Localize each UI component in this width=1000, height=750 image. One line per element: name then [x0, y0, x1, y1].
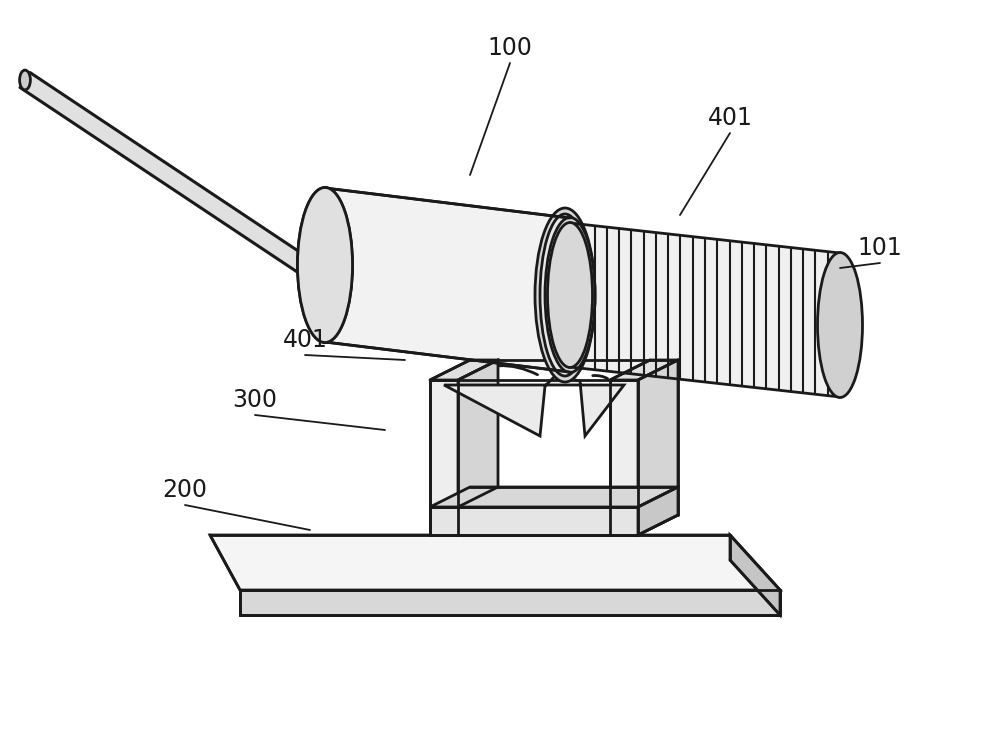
Polygon shape: [325, 188, 570, 372]
Ellipse shape: [298, 188, 352, 343]
Polygon shape: [210, 535, 780, 590]
Ellipse shape: [818, 253, 862, 398]
Polygon shape: [730, 535, 780, 615]
Polygon shape: [458, 360, 498, 535]
Ellipse shape: [298, 188, 352, 343]
Ellipse shape: [545, 217, 595, 373]
Polygon shape: [430, 487, 678, 507]
Polygon shape: [444, 376, 624, 436]
Ellipse shape: [535, 208, 595, 382]
Text: 401: 401: [283, 328, 327, 352]
Ellipse shape: [548, 223, 592, 368]
Polygon shape: [638, 360, 678, 535]
Polygon shape: [430, 380, 458, 535]
Text: 200: 200: [162, 478, 208, 502]
Polygon shape: [20, 73, 308, 272]
Polygon shape: [240, 590, 780, 615]
Polygon shape: [610, 360, 678, 380]
Text: 100: 100: [488, 36, 532, 60]
Text: 101: 101: [858, 236, 902, 260]
Polygon shape: [430, 507, 638, 535]
Polygon shape: [610, 380, 638, 535]
Ellipse shape: [540, 214, 590, 376]
Text: 401: 401: [708, 106, 752, 130]
Polygon shape: [430, 360, 498, 380]
Ellipse shape: [20, 70, 30, 90]
Polygon shape: [570, 223, 840, 397]
Polygon shape: [638, 487, 678, 535]
Text: 300: 300: [232, 388, 278, 412]
